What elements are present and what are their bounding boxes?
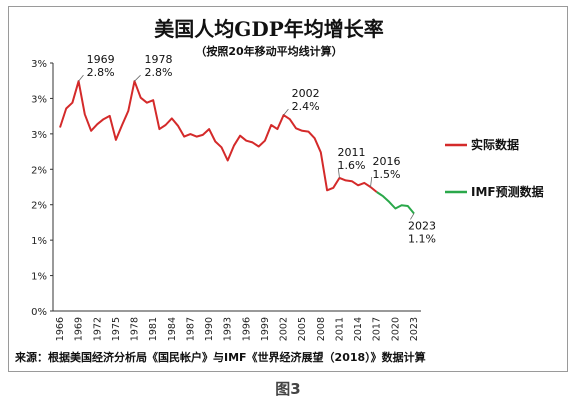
x-tick-label: 1993 xyxy=(223,317,234,341)
annotation-value: 2.8% xyxy=(87,66,115,79)
x-tick-label: 2002 xyxy=(279,317,290,341)
x-tick-label: 1981 xyxy=(148,317,159,341)
annotation-leader xyxy=(134,74,141,82)
x-tick-label: 1972 xyxy=(92,317,103,341)
annotation-year: 1978 xyxy=(145,53,173,66)
annotation-value: 1.1% xyxy=(408,232,436,245)
x-tick-label: 1987 xyxy=(185,317,196,341)
y-tick-label: 3% xyxy=(31,130,47,141)
line-chart: 美国人均GDP年均增长率 （按照20年移动平均线计算） 0% 1% 1% 2% 2% 3%… xyxy=(14,17,544,364)
x-tick-label: 1978 xyxy=(130,317,141,341)
x-tick-label: 1999 xyxy=(260,317,271,341)
x-tick-label: 1975 xyxy=(111,317,122,341)
x-tick-label: 1969 xyxy=(74,317,85,341)
chart-title: 美国人均GDP年均增长率 xyxy=(154,17,383,41)
x-tick-label: 2020 xyxy=(390,317,401,341)
annotation-year: 2016 xyxy=(373,155,401,168)
y-tick-labels: 0% 1% 1% 2% 2% 3% 3% 3% xyxy=(31,59,53,318)
annotation-value: 1.5% xyxy=(373,168,401,181)
chart-subtitle: （按照20年移动平均线计算） xyxy=(195,44,342,58)
series-line-forecast xyxy=(376,191,415,215)
series-lines xyxy=(59,80,415,215)
y-tick-label: 1% xyxy=(31,236,47,247)
x-tick-label: 1984 xyxy=(167,317,178,341)
annotation-value: 1.6% xyxy=(337,159,365,172)
legend-label-actual: 实际数据 xyxy=(471,137,519,152)
x-tick-label: 2011 xyxy=(334,317,345,341)
x-tick-label: 2005 xyxy=(297,317,308,341)
legend: 实际数据 IMF预测数据 xyxy=(445,137,544,199)
annotation-leader xyxy=(78,74,84,82)
annotation-leader xyxy=(410,213,415,220)
x-tick-label: 2008 xyxy=(316,317,327,341)
chart-frame: 美国人均GDP年均增长率 （按照20年移动平均线计算） 0% 1% 1% 2% 2% 3%… xyxy=(8,6,568,372)
x-tick-label: 1990 xyxy=(204,317,215,341)
x-tick-label: 2017 xyxy=(372,317,383,341)
x-tick-label: 1996 xyxy=(241,317,252,341)
annotation-year: 2011 xyxy=(337,146,365,159)
annotation-leader xyxy=(283,108,289,116)
annotation-leader xyxy=(370,176,373,188)
y-tick-label: 2% xyxy=(31,201,47,212)
y-tick-label: 0% xyxy=(31,307,47,318)
y-tick-label: 2% xyxy=(31,165,47,176)
annotation-year: 2023 xyxy=(408,219,436,232)
y-tick-label: 1% xyxy=(31,272,47,283)
x-tick-label: 2023 xyxy=(409,317,420,341)
figure-label: 图3 xyxy=(275,380,301,398)
legend-label-forecast: IMF预测数据 xyxy=(471,184,544,199)
x-tick-label: 1966 xyxy=(55,317,66,341)
y-tick-label: 3% xyxy=(31,59,47,70)
series-line-actual xyxy=(59,80,378,193)
x-tick-labels: 1966 1969 1972 1975 1978 1981 1984 1987 1990 1993… xyxy=(55,317,420,341)
annotation-leader xyxy=(337,167,340,178)
x-tick-label: 2014 xyxy=(353,317,364,341)
annotation-value: 2.8% xyxy=(145,66,173,79)
annotation-year: 2002 xyxy=(292,87,320,100)
source-note: 来源：根据美国经济分析局《国民帐户》与IMF《世界经济展望（2018）》数据计算 xyxy=(14,350,426,364)
y-tick-label: 3% xyxy=(31,94,47,105)
annotation-year: 1969 xyxy=(87,53,115,66)
annotation-value: 2.4% xyxy=(292,100,320,113)
